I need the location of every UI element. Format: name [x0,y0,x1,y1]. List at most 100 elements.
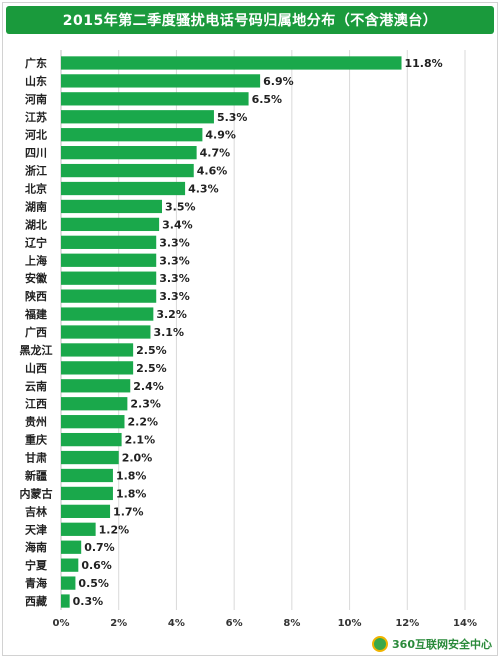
bar [61,56,402,70]
data-label: 2.0% [122,452,153,465]
data-label: 1.8% [116,469,147,482]
x-tick-label: 14% [453,618,477,629]
bar [61,486,113,501]
data-label: 6.9% [263,75,294,88]
x-tick-label: 10% [338,618,362,629]
data-label: 11.8% [405,57,443,70]
category-label: 江苏 [25,110,47,124]
x-tick-label: 0% [53,618,70,629]
category-label: 广东 [25,56,47,70]
data-label: 5.3% [217,111,248,124]
category-label: 山东 [25,74,47,88]
data-label: 1.2% [99,523,130,536]
data-label: 3.3% [159,272,190,285]
bar [61,199,162,214]
bar [61,74,261,88]
bar [61,181,186,196]
category-label: 江西 [25,397,47,411]
category-label: 西藏 [25,594,47,608]
category-label: 浙江 [25,164,47,178]
data-label: 3.3% [159,236,190,249]
data-label: 3.5% [165,200,196,213]
chart-title: 2015年第二季度骚扰电话号码归属地分布（不含港澳台） [6,6,494,34]
category-label: 重庆 [25,433,47,447]
bar [61,163,194,178]
bar [61,307,154,321]
data-label: 3.2% [156,308,187,321]
bar [61,325,151,339]
category-label: 北京 [25,182,47,196]
category-label: 福建 [24,307,48,321]
category-label: 黑龙江 [20,343,53,357]
360-logo-icon [372,636,389,652]
category-label: 河北 [25,128,47,142]
data-label: 0.3% [73,595,104,608]
data-label: 3.3% [159,254,190,267]
x-tick-label: 4% [168,618,185,629]
bar [61,289,157,303]
data-label: 4.3% [188,183,219,196]
bar [61,271,157,285]
data-label: 2.5% [136,344,167,357]
bar [61,146,197,160]
category-label: 内蒙古 [20,486,53,500]
category-label: 四川 [25,147,47,160]
bar [61,253,157,267]
category-label: 湖南 [25,199,47,213]
data-label: 4.7% [200,147,231,160]
category-label: 天津 [25,522,47,536]
category-label: 辽宁 [25,235,47,249]
bar [61,468,113,483]
bar [61,576,76,590]
x-tick-label: 8% [283,618,300,629]
bar [61,217,160,232]
data-label: 2.4% [133,380,164,393]
bar [61,558,79,572]
bar [61,540,82,554]
category-label: 青海 [25,576,47,590]
bar [61,361,134,375]
bar [61,594,70,608]
category-label: 广西 [25,325,47,339]
category-label: 贵州 [25,415,47,429]
category-label: 陕西 [25,289,47,303]
bar [61,432,122,447]
category-label: 宁夏 [25,558,48,572]
category-label: 安徽 [25,271,48,285]
footer-logo: 360互联网安全中心 [372,634,492,654]
bar [61,235,157,249]
data-label: 6.5% [252,93,283,106]
category-label: 上海 [25,253,47,267]
data-label: 3.4% [162,218,193,231]
data-label: 3.1% [153,326,184,339]
category-label: 海南 [25,540,47,554]
bar [61,397,128,411]
data-label: 4.6% [197,165,228,178]
category-label: 吉林 [25,504,47,518]
data-label: 0.6% [81,559,112,572]
data-label: 2.1% [125,434,156,447]
data-label: 2.3% [130,398,161,411]
category-label: 山西 [25,361,47,375]
category-label: 河南 [25,92,47,106]
bar [61,379,131,393]
bar [61,450,119,465]
x-tick-label: 2% [110,618,127,629]
bar [61,522,96,536]
category-label: 云南 [25,379,47,393]
category-label: 甘肃 [25,451,47,465]
bar [61,110,214,124]
bar [61,128,203,142]
data-label: 1.8% [116,487,147,500]
data-label: 4.9% [205,129,236,142]
data-label: 3.3% [159,290,190,303]
footer-logo-text: 360互联网安全中心 [392,638,492,651]
bar [61,504,111,518]
data-label: 2.5% [136,362,167,375]
x-tick-label: 12% [395,618,419,629]
bar [61,415,125,429]
x-tick-label: 6% [226,618,243,629]
category-label: 湖北 [25,217,47,231]
data-label: 2.2% [127,416,158,429]
